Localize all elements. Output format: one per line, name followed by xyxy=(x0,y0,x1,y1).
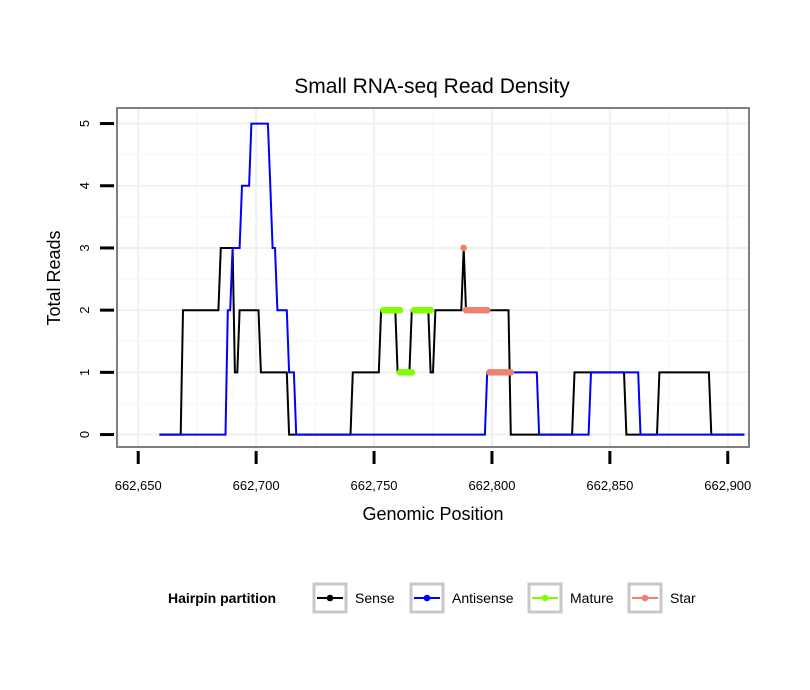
series-point-mature xyxy=(427,306,434,314)
y-tick-label: 5 xyxy=(77,120,92,127)
legend-key-point xyxy=(541,594,549,602)
series-line-antisense xyxy=(159,122,745,436)
legend-title: Hairpin partition xyxy=(168,590,276,606)
series-point-mature xyxy=(408,369,416,376)
x-tick-label: 662,900 xyxy=(704,478,751,493)
chart-title: Small RNA-seq Read Density xyxy=(294,75,570,98)
plot-panel-border xyxy=(116,107,750,448)
legend-label-sense: Sense xyxy=(355,590,395,606)
series-point-star xyxy=(460,244,467,252)
grid xyxy=(117,108,749,447)
y-tick-label: 1 xyxy=(77,369,92,376)
legend-label-antisense: Antisense xyxy=(452,590,514,606)
x-tick-label: 662,650 xyxy=(115,478,162,493)
y-tick-label: 0 xyxy=(77,431,92,438)
plot-series xyxy=(159,122,745,436)
x-tick-label: 662,850 xyxy=(586,478,633,493)
x-tick-label: 662,800 xyxy=(468,478,515,493)
axes: 662,650 662,700 662,750 662,800 662,850 662,9… xyxy=(77,120,751,493)
y-axis-label: Total Reads xyxy=(44,230,64,325)
y-tick-label: 2 xyxy=(77,307,92,314)
x-tick-label: 662,750 xyxy=(351,478,398,493)
legend-label-star: Star xyxy=(670,590,696,606)
series-point-mature xyxy=(396,306,404,314)
legend-key-point xyxy=(423,594,431,602)
legend: Hairpin partition Sense Antisense Mature St… xyxy=(168,582,696,614)
series-point-star xyxy=(483,306,491,314)
legend-key-point xyxy=(326,594,334,602)
series-point-star xyxy=(507,369,515,376)
y-tick-label: 4 xyxy=(77,182,92,189)
x-tick-label: 662,700 xyxy=(233,478,280,493)
x-axis-label: Genomic Position xyxy=(362,504,503,524)
y-tick-label: 3 xyxy=(77,244,92,251)
legend-key-point xyxy=(641,594,649,602)
legend-label-mature: Mature xyxy=(570,590,614,606)
